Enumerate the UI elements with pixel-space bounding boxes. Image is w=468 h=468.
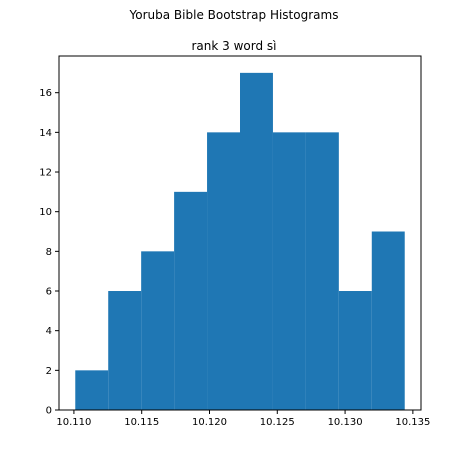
histogram-bar bbox=[75, 370, 109, 410]
histogram-bar bbox=[371, 231, 405, 410]
x-tick-label: 10.135 bbox=[395, 417, 430, 428]
y-tick-label: 0 bbox=[46, 406, 52, 417]
x-tick-label: 10.125 bbox=[260, 417, 295, 428]
y-tick-label: 16 bbox=[39, 88, 52, 99]
histogram-bar bbox=[338, 291, 372, 410]
histogram-bar bbox=[272, 132, 306, 410]
y-tick-label: 10 bbox=[39, 207, 52, 218]
histogram-bar bbox=[240, 72, 273, 411]
y-axis-ticks: 0 2 4 6 8 10 12 14 16 bbox=[39, 88, 59, 417]
histogram-bar bbox=[207, 132, 240, 410]
x-tick-label: 10.120 bbox=[192, 417, 227, 428]
y-tick-label: 4 bbox=[46, 326, 52, 337]
y-tick-label: 8 bbox=[46, 247, 52, 258]
histogram-bar bbox=[141, 251, 175, 410]
x-tick-label: 10.110 bbox=[56, 417, 91, 428]
y-tick-label: 12 bbox=[39, 168, 52, 179]
x-tick-label: 10.130 bbox=[328, 417, 363, 428]
x-tick-label: 10.115 bbox=[124, 417, 159, 428]
bars-group bbox=[75, 72, 405, 411]
y-tick-label: 2 bbox=[46, 366, 52, 377]
chart-title: rank 3 word sì bbox=[191, 39, 276, 53]
x-axis-ticks: 10.110 10.115 10.120 10.125 10.130 10.135 bbox=[56, 410, 430, 428]
y-tick-label: 6 bbox=[46, 287, 52, 298]
y-tick-label: 14 bbox=[39, 128, 52, 139]
histogram-bar bbox=[174, 191, 208, 410]
figure-title: Yoruba Bible Bootstrap Histograms bbox=[129, 8, 339, 22]
plot-frame bbox=[58, 55, 422, 411]
histogram-bar bbox=[305, 132, 339, 410]
histogram-bar bbox=[108, 291, 142, 410]
